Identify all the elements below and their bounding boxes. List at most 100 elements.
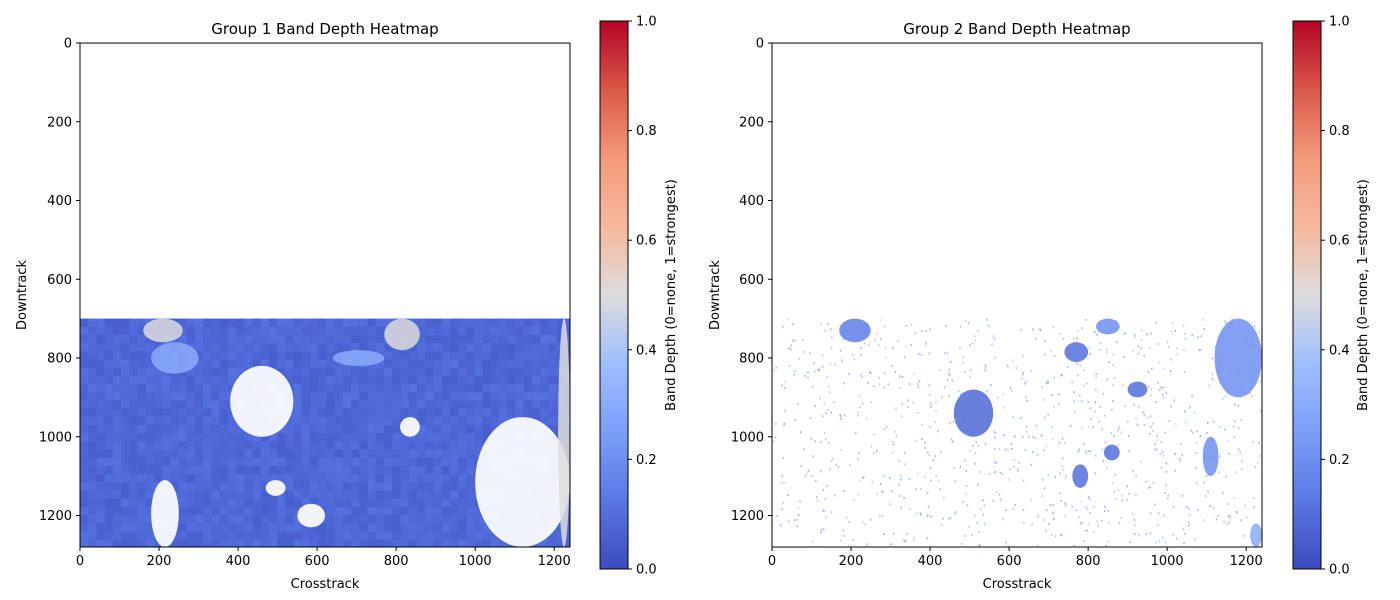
- heatmap-cell: [433, 466, 442, 475]
- heatmap-cell: [351, 457, 360, 466]
- heatmap-cell: [965, 469, 968, 472]
- heatmap-cell: [1030, 369, 1032, 372]
- heatmap-cell: [490, 416, 499, 425]
- heatmap-cell: [310, 392, 319, 401]
- heatmap-cell: [1197, 336, 1199, 339]
- heatmap-cell: [121, 466, 130, 475]
- heatmap-cell: [1224, 428, 1226, 431]
- heatmap-cell: [523, 408, 532, 417]
- heatmap-cell: [260, 449, 269, 458]
- heatmap-cell: [959, 347, 961, 350]
- heatmap-cell: [375, 531, 384, 540]
- heatmap-cell: [449, 384, 458, 393]
- heatmap-region: [953, 389, 994, 437]
- heatmap-cell: [416, 408, 425, 417]
- heatmap-cell: [203, 384, 212, 393]
- heatmap-cell: [343, 482, 352, 491]
- heatmap-cell: [1167, 346, 1170, 349]
- heatmap-cell: [482, 531, 491, 540]
- heatmap-cell: [797, 513, 800, 516]
- heatmap-cell: [80, 425, 88, 434]
- heatmap-cell: [326, 392, 335, 401]
- heatmap-cell: [112, 523, 121, 532]
- heatmap-cell: [145, 498, 154, 507]
- heatmap-cell: [794, 419, 796, 422]
- heatmap-cell: [137, 375, 146, 384]
- heatmap-cell: [904, 540, 907, 543]
- heatmap-cell: [499, 392, 508, 401]
- heatmap-cell: [540, 318, 549, 327]
- heatmap-cell: [96, 490, 105, 499]
- heatmap-cell: [829, 391, 831, 394]
- heatmap-cell: [515, 392, 524, 401]
- heatmap-cell: [861, 402, 864, 405]
- heatmap-cell: [310, 335, 319, 344]
- heatmap-cell: [1107, 510, 1110, 513]
- heatmap-cell: [425, 400, 434, 409]
- heatmap-cell: [1147, 416, 1150, 419]
- heatmap-cell: [515, 384, 524, 393]
- heatmap-cell: [112, 466, 121, 475]
- heatmap-cell: [1191, 394, 1193, 397]
- heatmap-cell: [277, 326, 286, 335]
- heatmap-cell: [1200, 335, 1203, 338]
- heatmap-cell: [1128, 492, 1130, 495]
- heatmap-cell: [384, 506, 393, 515]
- heatmap-cell: [1147, 370, 1150, 373]
- heatmap-cell: [227, 531, 236, 540]
- heatmap-cell: [301, 531, 310, 540]
- heatmap-cell: [490, 367, 499, 376]
- heatmap-cell: [326, 449, 335, 458]
- heatmap-cell: [359, 474, 368, 483]
- heatmap-cell: [880, 483, 882, 486]
- heatmap-cell: [848, 520, 850, 523]
- heatmap-cell: [1201, 318, 1204, 321]
- heatmap-cell: [1059, 332, 1061, 335]
- heatmap-cell: [1234, 420, 1236, 423]
- heatmap-cell: [186, 482, 195, 491]
- heatmap-cell: [359, 318, 368, 327]
- heatmap-cell: [1074, 411, 1076, 414]
- heatmap-cell: [918, 352, 920, 355]
- heatmap-cell: [293, 375, 302, 384]
- heatmap-region: [332, 350, 385, 366]
- heatmap-cell: [392, 392, 401, 401]
- heatmap-cell: [482, 400, 491, 409]
- heatmap-cell: [1245, 516, 1248, 519]
- heatmap-cell: [433, 335, 442, 344]
- heatmap-cell: [384, 466, 393, 475]
- heatmap-cell: [1067, 365, 1069, 368]
- heatmap-cell: [236, 457, 245, 466]
- heatmap-cell: [974, 462, 976, 465]
- heatmap-cell: [532, 400, 541, 409]
- colorbar-tick-label: 0.6: [636, 234, 657, 249]
- heatmap-cell: [540, 326, 549, 335]
- heatmap-cell: [408, 531, 417, 540]
- heatmap-cell: [1203, 481, 1206, 484]
- heatmap-cell: [1035, 424, 1038, 427]
- heatmap-cell: [343, 408, 352, 417]
- heatmap-cell: [359, 449, 368, 458]
- heatmap-cell: [1184, 332, 1186, 335]
- heatmap-cell: [219, 416, 228, 425]
- heatmap-cell: [458, 441, 467, 450]
- heatmap-cell: [334, 400, 343, 409]
- x-tick-label: 0: [768, 554, 776, 569]
- heatmap-cell: [334, 523, 343, 532]
- heatmap-cell: [88, 433, 97, 442]
- heatmap-cell: [80, 326, 88, 335]
- heatmap-cell: [1096, 520, 1099, 523]
- heatmap-cell: [112, 367, 121, 376]
- heatmap-cell: [145, 441, 154, 450]
- heatmap-cell: [984, 523, 986, 526]
- heatmap-cell: [301, 523, 310, 532]
- heatmap-cell: [1095, 389, 1097, 392]
- heatmap-cell: [416, 343, 425, 352]
- heatmap-cell: [1093, 330, 1096, 333]
- heatmap-cell: [129, 408, 138, 417]
- heatmap-cell: [891, 346, 894, 349]
- heatmap-cell: [1127, 421, 1129, 424]
- heatmap-cell: [556, 318, 565, 327]
- heatmap-cell: [883, 428, 886, 431]
- heatmap-cell: [104, 375, 113, 384]
